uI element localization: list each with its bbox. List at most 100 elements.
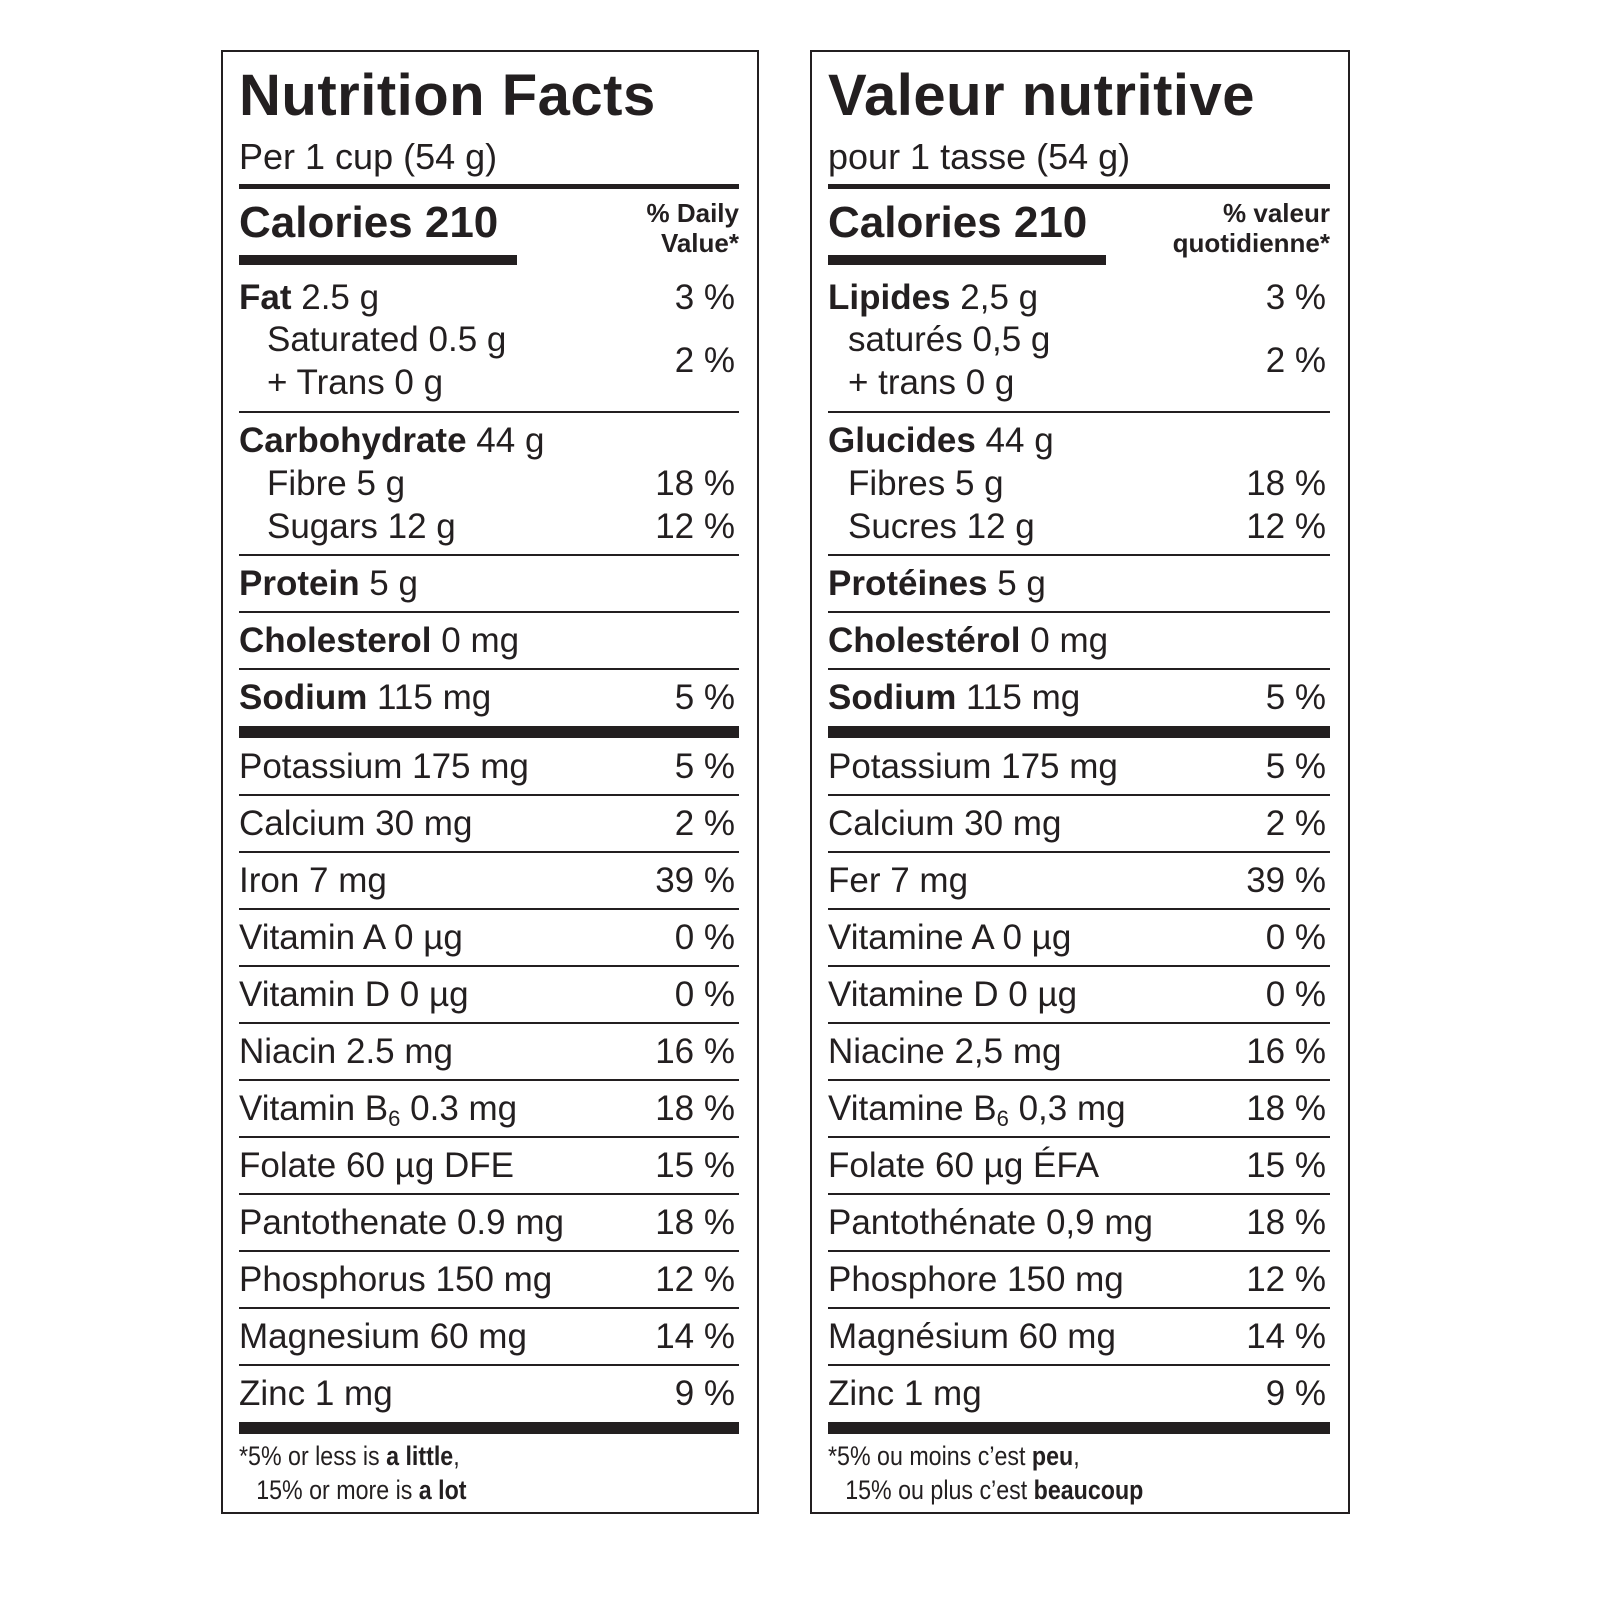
daily-value-pct: 0 % bbox=[674, 918, 735, 957]
daily-value-header: % Daily Value* bbox=[647, 198, 740, 258]
daily-value-pct: 5 % bbox=[674, 747, 735, 786]
divider bbox=[828, 1193, 1330, 1195]
nutrient-text: + Trans 0 g bbox=[267, 363, 444, 402]
nutrient-name: Protéines bbox=[828, 564, 988, 603]
subscript: 6 bbox=[996, 1106, 1009, 1131]
row-calcium: Calcium 30 mg 2 % bbox=[828, 804, 1330, 844]
daily-value-pct: 18 % bbox=[655, 464, 735, 503]
divider bbox=[828, 611, 1330, 613]
nutrient-amount: 5 g bbox=[987, 564, 1046, 603]
row-vitamin-b6: Vitamine B6 0,3 mg 18 % bbox=[828, 1089, 1330, 1131]
row-protein: Protein 5 g bbox=[239, 564, 739, 604]
nutrient-text: Calcium 30 mg bbox=[828, 804, 1062, 843]
divider bbox=[239, 184, 739, 189]
divider bbox=[828, 965, 1330, 967]
nutrient-text: Magnesium 60 mg bbox=[239, 1317, 527, 1356]
row-fat: Lipides 2,5 g 3 % bbox=[828, 278, 1330, 318]
nutrient-text: Fer 7 mg bbox=[828, 861, 969, 900]
nutrient-text: Pantothenate 0.9 mg bbox=[239, 1203, 564, 1242]
daily-value-pct: 5 % bbox=[1265, 678, 1326, 717]
row-fat: Fat 2.5 g 3 % bbox=[239, 278, 739, 318]
daily-value-pct: 18 % bbox=[1246, 1089, 1326, 1128]
divider bbox=[239, 851, 739, 853]
nutrient-text: Vitamin A 0 µg bbox=[239, 918, 463, 957]
nutrient-text: Sugars 12 g bbox=[267, 507, 456, 546]
divider bbox=[239, 965, 739, 967]
daily-value-pct: 12 % bbox=[1246, 1260, 1326, 1299]
nutrient-name: Glucides bbox=[828, 421, 976, 460]
nutrient-text: Vitamine B bbox=[828, 1089, 997, 1128]
row-zinc: Zinc 1 mg 9 % bbox=[828, 1374, 1330, 1414]
nutrient-text: Vitamin D 0 µg bbox=[239, 975, 469, 1014]
row-vitamin-a: Vitamine A 0 µg 0 % bbox=[828, 918, 1330, 958]
subscript: 6 bbox=[388, 1106, 401, 1131]
nutrient-text: Sucres 12 g bbox=[848, 507, 1035, 546]
nutrient-text: saturés 0,5 g bbox=[848, 320, 1051, 359]
daily-value-pct: 12 % bbox=[1246, 507, 1326, 546]
nutrient-amount: 0 mg bbox=[431, 621, 520, 660]
divider bbox=[828, 184, 1330, 189]
row-iron: Iron 7 mg 39 % bbox=[239, 861, 739, 901]
row-magnesium: Magnesium 60 mg 14 % bbox=[239, 1317, 739, 1357]
row-calcium: Calcium 30 mg 2 % bbox=[239, 804, 739, 844]
footnote-emphasis: beaucoup bbox=[1033, 1475, 1144, 1505]
divider bbox=[828, 1307, 1330, 1309]
daily-value-pct: 0 % bbox=[1265, 975, 1326, 1014]
daily-value-pct: 9 % bbox=[1265, 1374, 1326, 1413]
divider bbox=[828, 908, 1330, 910]
panel-title: Nutrition Facts bbox=[239, 63, 656, 128]
daily-value-pct: 16 % bbox=[1246, 1032, 1326, 1071]
row-phosphorus: Phosphore 150 mg 12 % bbox=[828, 1260, 1330, 1300]
nutrient-text: Folate 60 µg ÉFA bbox=[828, 1146, 1100, 1185]
divider bbox=[239, 1364, 739, 1366]
nutrient-name: Lipides bbox=[828, 278, 951, 317]
nutrient-name: Sodium bbox=[828, 678, 957, 717]
nutrient-amount: 2.5 g bbox=[291, 278, 380, 317]
footnote-text: *5% ou moins c’est bbox=[828, 1441, 1032, 1471]
daily-value-pct: 12 % bbox=[655, 1260, 735, 1299]
row-folate: Folate 60 µg DFE 15 % bbox=[239, 1146, 739, 1186]
divider bbox=[239, 794, 739, 796]
row-vitamin-b6: Vitamin B6 0.3 mg 18 % bbox=[239, 1089, 739, 1131]
divider bbox=[239, 1136, 739, 1138]
footnote: *5% ou moins c’est peu, 15% ou plus c’es… bbox=[828, 1439, 1143, 1507]
thick-divider bbox=[239, 1422, 739, 1434]
divider bbox=[239, 1250, 739, 1252]
calories: Calories 210 bbox=[828, 198, 1088, 247]
daily-value-header-line2: Value* bbox=[660, 228, 739, 258]
footnote-emphasis: a lot bbox=[418, 1475, 467, 1505]
nutrient-amount: 0.3 mg bbox=[400, 1089, 518, 1128]
row-vitamin-a: Vitamin A 0 µg 0 % bbox=[239, 918, 739, 958]
row-protein: Protéines 5 g bbox=[828, 564, 1330, 604]
row-niacin: Niacine 2,5 mg 16 % bbox=[828, 1032, 1330, 1072]
row-trans: + trans 0 g bbox=[828, 363, 1330, 403]
divider bbox=[239, 611, 739, 613]
divider bbox=[828, 1022, 1330, 1024]
row-magnesium: Magnésium 60 mg 14 % bbox=[828, 1317, 1330, 1357]
nutrient-text: Phosphorus 150 mg bbox=[239, 1260, 553, 1299]
divider bbox=[239, 554, 739, 556]
daily-value-pct: 2 % bbox=[1265, 804, 1326, 843]
row-phosphorus: Phosphorus 150 mg 12 % bbox=[239, 1260, 739, 1300]
thick-divider bbox=[828, 1422, 1330, 1434]
nutrient-amount: 0 mg bbox=[1020, 621, 1109, 660]
row-cholesterol: Cholestérol 0 mg bbox=[828, 621, 1330, 661]
divider bbox=[828, 794, 1330, 796]
daily-value-pct: 18 % bbox=[655, 1089, 735, 1128]
nutrient-text: Zinc 1 mg bbox=[239, 1374, 393, 1413]
serving-size: Per 1 cup (54 g) bbox=[239, 136, 498, 177]
nutrient-text: Niacin 2.5 mg bbox=[239, 1032, 453, 1071]
daily-value-pct: 14 % bbox=[1246, 1317, 1326, 1356]
nutrient-text: Zinc 1 mg bbox=[828, 1374, 982, 1413]
divider bbox=[828, 1364, 1330, 1366]
nutrient-text: Iron 7 mg bbox=[239, 861, 387, 900]
row-sodium: Sodium 115 mg 5 % bbox=[239, 678, 739, 718]
nutrient-text: Niacine 2,5 mg bbox=[828, 1032, 1062, 1071]
row-saturated: Saturated 0.5 g bbox=[239, 320, 739, 360]
nutrient-name: Cholestérol bbox=[828, 621, 1021, 660]
nutrient-text: Folate 60 µg DFE bbox=[239, 1146, 515, 1185]
row-sugars: Sugars 12 g 12 % bbox=[239, 507, 739, 547]
divider bbox=[239, 1307, 739, 1309]
divider bbox=[828, 668, 1330, 670]
serving-size: pour 1 tasse (54 g) bbox=[828, 136, 1131, 177]
